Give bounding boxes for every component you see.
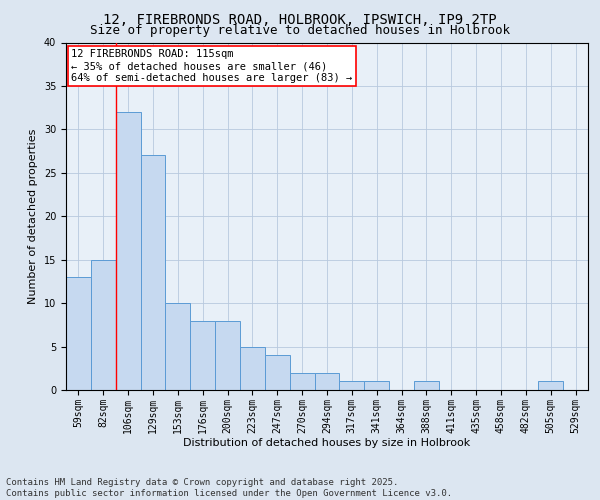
Bar	[314, 372, 340, 390]
Bar	[265, 355, 290, 390]
Bar	[116, 112, 140, 390]
Text: 12 FIREBRONDS ROAD: 115sqm
← 35% of detached houses are smaller (46)
64% of semi: 12 FIREBRONDS ROAD: 115sqm ← 35% of deta…	[71, 50, 352, 82]
Bar	[66, 277, 91, 390]
Bar	[538, 382, 563, 390]
Bar	[364, 382, 389, 390]
Bar	[414, 382, 439, 390]
Text: Size of property relative to detached houses in Holbrook: Size of property relative to detached ho…	[90, 24, 510, 37]
Y-axis label: Number of detached properties: Number of detached properties	[28, 128, 38, 304]
Bar	[340, 382, 364, 390]
Bar	[91, 260, 116, 390]
Bar	[190, 320, 215, 390]
Bar	[240, 346, 265, 390]
Bar	[166, 303, 190, 390]
X-axis label: Distribution of detached houses by size in Holbrook: Distribution of detached houses by size …	[184, 438, 470, 448]
Bar	[140, 156, 166, 390]
Bar	[215, 320, 240, 390]
Text: 12, FIREBRONDS ROAD, HOLBROOK, IPSWICH, IP9 2TP: 12, FIREBRONDS ROAD, HOLBROOK, IPSWICH, …	[103, 12, 497, 26]
Text: Contains HM Land Registry data © Crown copyright and database right 2025.
Contai: Contains HM Land Registry data © Crown c…	[6, 478, 452, 498]
Bar	[290, 372, 314, 390]
